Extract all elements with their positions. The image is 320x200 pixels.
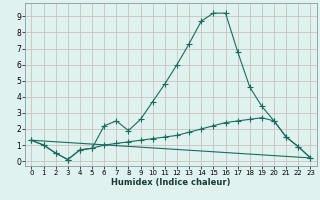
X-axis label: Humidex (Indice chaleur): Humidex (Indice chaleur)	[111, 178, 231, 187]
